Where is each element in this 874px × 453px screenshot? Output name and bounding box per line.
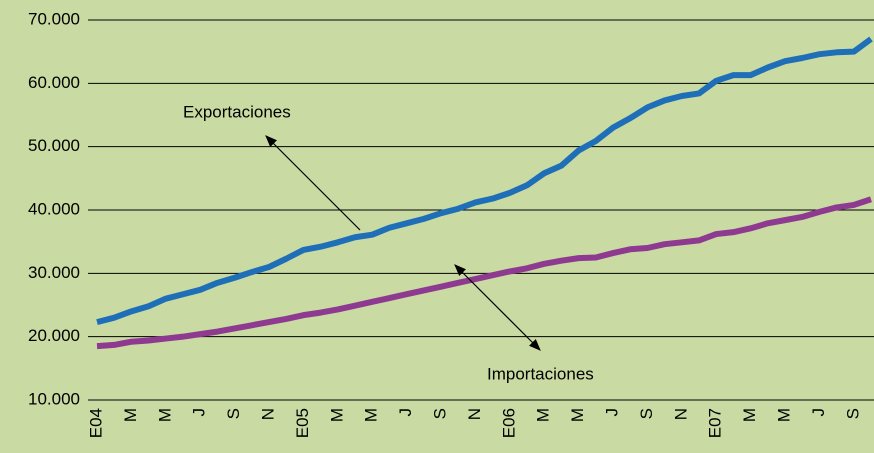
x-tick-label: S — [224, 408, 243, 419]
x-tick-label: M — [534, 408, 553, 422]
series-line — [96, 36, 873, 326]
y-tick-label: 70.000 — [28, 9, 80, 28]
arrow — [454, 264, 467, 277]
x-tick-label: M — [740, 408, 759, 422]
x-tick-label: M — [774, 408, 793, 422]
y-tick-label: 30.000 — [28, 263, 80, 282]
x-tick-label: N — [258, 408, 277, 420]
x-tick-label: M — [327, 408, 346, 422]
y-tick-label: 10.000 — [28, 389, 80, 408]
y-tick-label: 20.000 — [28, 326, 80, 345]
y-tick-label: 40.000 — [28, 199, 80, 218]
x-tick-label: E04 — [86, 408, 105, 438]
x-tick-label: M — [362, 408, 381, 422]
x-tick-label: S — [637, 408, 656, 419]
annotation: Importaciones — [487, 364, 594, 383]
lines — [96, 36, 873, 350]
x-tick-label: E05 — [293, 408, 312, 438]
x-tick-label: N — [465, 408, 484, 420]
x-tick-label: E06 — [499, 408, 518, 438]
series-line — [96, 196, 872, 350]
x-tick-label: M — [155, 408, 174, 422]
x-tick-label: S — [430, 408, 449, 419]
x-tick-label: J — [396, 408, 415, 417]
x-tick-label: S — [843, 408, 862, 419]
x-tick-label: J — [809, 408, 828, 417]
annotation: Exportaciones — [183, 102, 291, 121]
x-tick-label: E07 — [706, 408, 725, 438]
arrow — [265, 135, 361, 231]
arrow — [459, 269, 541, 351]
x-tick-label: N — [671, 408, 690, 420]
y-tick-label: 50.000 — [28, 136, 80, 155]
x-tick-label: J — [190, 408, 209, 417]
x-tick-label: M — [568, 408, 587, 422]
grid — [88, 19, 874, 401]
y-tick-label: 60.000 — [28, 73, 80, 92]
x-tick-label: J — [602, 408, 621, 417]
x-tick-label: M — [121, 408, 140, 422]
